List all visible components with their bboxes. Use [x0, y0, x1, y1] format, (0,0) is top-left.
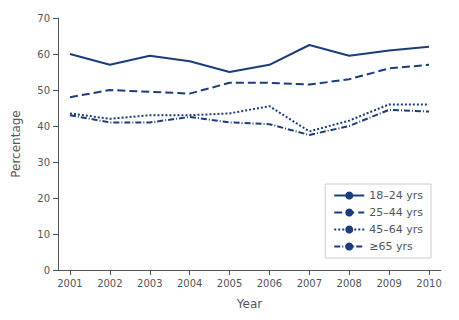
svg-text:≥65 yrs: ≥65 yrs — [369, 240, 413, 253]
svg-text:2010: 2010 — [416, 278, 441, 289]
svg-text:Percentage: Percentage — [9, 110, 23, 178]
svg-text:60: 60 — [37, 49, 50, 60]
svg-text:2001: 2001 — [57, 278, 82, 289]
svg-text:30: 30 — [37, 157, 50, 168]
svg-text:10: 10 — [37, 229, 50, 240]
svg-text:2007: 2007 — [297, 278, 322, 289]
svg-text:0: 0 — [44, 265, 50, 276]
svg-text:45–64 yrs: 45–64 yrs — [369, 223, 423, 236]
svg-text:2009: 2009 — [376, 278, 401, 289]
svg-text:20: 20 — [37, 193, 50, 204]
svg-text:2003: 2003 — [137, 278, 162, 289]
svg-text:18–24 yrs: 18–24 yrs — [369, 189, 423, 202]
svg-text:25–44 yrs: 25–44 yrs — [369, 206, 423, 219]
svg-text:Year: Year — [236, 297, 262, 311]
svg-text:50: 50 — [37, 85, 50, 96]
svg-text:40: 40 — [37, 121, 50, 132]
svg-text:2006: 2006 — [257, 278, 282, 289]
svg-text:2008: 2008 — [337, 278, 362, 289]
svg-text:2004: 2004 — [177, 278, 202, 289]
svg-text:2002: 2002 — [97, 278, 122, 289]
svg-text:2005: 2005 — [217, 278, 242, 289]
svg-text:70: 70 — [37, 13, 50, 24]
